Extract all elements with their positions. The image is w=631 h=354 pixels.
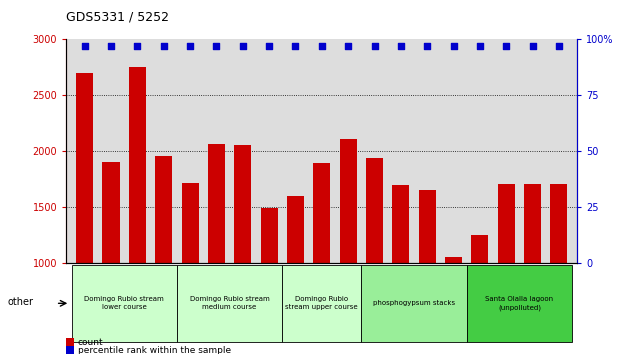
- Bar: [445, 257, 462, 354]
- Point: [554, 43, 564, 48]
- Point: [158, 43, 168, 48]
- Bar: [550, 184, 567, 354]
- Text: Domingo Rubio stream
medium course: Domingo Rubio stream medium course: [190, 296, 269, 310]
- Point: [264, 43, 274, 48]
- Text: percentile rank within the sample: percentile rank within the sample: [78, 346, 231, 354]
- Bar: [366, 158, 383, 354]
- Point: [370, 43, 380, 48]
- Bar: [467, 265, 572, 342]
- Bar: [234, 145, 251, 354]
- Bar: [524, 184, 541, 354]
- Text: other: other: [8, 297, 33, 307]
- Bar: [392, 185, 410, 354]
- Point: [185, 43, 195, 48]
- Point: [80, 43, 90, 48]
- Point: [396, 43, 406, 48]
- Bar: [155, 156, 172, 354]
- Point: [449, 43, 459, 48]
- Bar: [418, 190, 436, 354]
- Bar: [76, 73, 93, 354]
- Bar: [282, 265, 362, 342]
- Bar: [362, 265, 467, 342]
- Bar: [287, 196, 304, 354]
- Point: [501, 43, 511, 48]
- Point: [317, 43, 327, 48]
- Point: [133, 43, 143, 48]
- Text: GDS5331 / 5252: GDS5331 / 5252: [66, 10, 169, 23]
- Point: [343, 43, 353, 48]
- Bar: [313, 164, 331, 354]
- Point: [290, 43, 300, 48]
- Bar: [129, 67, 146, 354]
- Bar: [102, 162, 120, 354]
- Bar: [208, 144, 225, 354]
- Bar: [177, 265, 282, 342]
- Point: [238, 43, 248, 48]
- Text: phosphogypsum stacks: phosphogypsum stacks: [373, 300, 455, 306]
- Point: [106, 43, 116, 48]
- Bar: [261, 208, 278, 354]
- Point: [422, 43, 432, 48]
- Bar: [471, 235, 488, 354]
- Point: [211, 43, 221, 48]
- Bar: [498, 184, 515, 354]
- Bar: [71, 265, 177, 342]
- Point: [475, 43, 485, 48]
- Text: Domingo Rubio stream
lower course: Domingo Rubio stream lower course: [85, 296, 164, 310]
- Text: Santa Olalla lagoon
(unpolluted): Santa Olalla lagoon (unpolluted): [485, 296, 553, 310]
- Text: Domingo Rubio
stream upper course: Domingo Rubio stream upper course: [285, 296, 358, 310]
- Bar: [339, 139, 357, 354]
- Bar: [182, 183, 199, 354]
- Point: [528, 43, 538, 48]
- Text: count: count: [78, 338, 103, 347]
